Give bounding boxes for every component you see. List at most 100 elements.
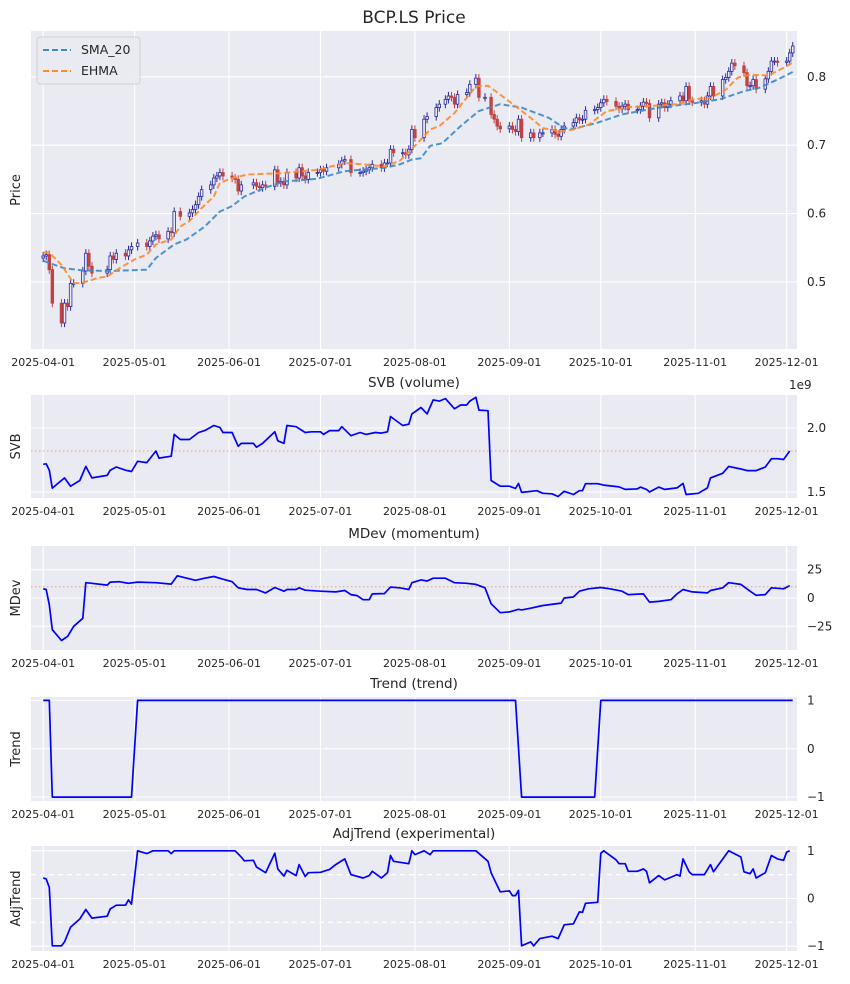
candlestick	[498, 121, 502, 133]
candlestick	[111, 251, 115, 264]
candlestick	[126, 245, 131, 261]
candlestick	[580, 115, 585, 125]
candlestick	[791, 41, 795, 57]
candle-body-up	[44, 254, 48, 257]
candle-body-down	[647, 103, 652, 119]
candlestick	[434, 103, 438, 121]
x-tick-label: 2025-12-01	[755, 958, 819, 971]
candlestick	[507, 121, 512, 133]
candle-body-up	[190, 209, 195, 214]
y-tick-label: 2.0	[807, 421, 826, 435]
x-tick-label: 2025-05-01	[103, 657, 167, 670]
candle-body-down	[687, 85, 691, 102]
candlestick	[599, 98, 603, 112]
x-tick-label: 2025-08-01	[383, 657, 447, 670]
candlestick	[388, 145, 393, 168]
candle-body-up	[483, 96, 487, 99]
candlestick	[178, 207, 182, 221]
candle-body-down	[123, 252, 128, 257]
candlestick	[212, 173, 216, 189]
candle-body-up	[602, 98, 606, 104]
candle-body-down	[254, 182, 259, 187]
x-tick-label: 2025-09-01	[477, 657, 541, 670]
y-axis-label: Trend	[9, 731, 24, 768]
candlestick	[787, 48, 792, 66]
candle-body-down	[498, 125, 502, 130]
candle-body-down	[614, 101, 618, 107]
candlestick	[513, 125, 518, 136]
candle-body-up	[730, 62, 734, 72]
candlestick	[556, 130, 560, 141]
adjtrend-panel: 2025-04-01 2025-05-01 2025-06-01 2025-07-01…	[9, 826, 825, 971]
candle-body-down	[263, 184, 268, 187]
candlestick	[263, 180, 268, 191]
candlestick	[656, 100, 661, 122]
candlestick	[583, 106, 588, 124]
mdev-panel: 2025-04-01 2025-05-01 2025-06-01 2025-07-01…	[9, 526, 832, 670]
candle-body-up	[784, 60, 789, 63]
candle-body-down	[87, 252, 91, 267]
x-tick-label: 2025-04-01	[11, 808, 75, 821]
candle-body-down	[178, 211, 182, 217]
x-tick-label: 2025-12-01	[755, 808, 819, 821]
candle-body-down	[495, 118, 499, 127]
candle-body-down	[532, 132, 536, 139]
x-tick-label: 2025-05-01	[103, 505, 167, 518]
candle-body-up	[199, 189, 204, 197]
candle-body-up	[209, 184, 213, 191]
x-tick-label: 2025-11-01	[663, 356, 727, 369]
candlestick	[602, 95, 606, 107]
candle-body-down	[111, 255, 115, 260]
panel-title: SVB (volume)	[368, 375, 460, 391]
candle-body-up	[114, 252, 119, 260]
y-tick-label: 0	[807, 892, 815, 906]
candle-body-up	[635, 109, 640, 112]
candle-body-up	[748, 85, 752, 88]
plot-background	[31, 395, 797, 498]
candlestick	[538, 128, 542, 142]
candle-body-up	[215, 175, 219, 179]
y-axis-label: AdjTrend	[9, 870, 24, 926]
x-tick-label: 2025-05-01	[103, 808, 167, 821]
x-tick-label: 2025-04-01	[11, 657, 75, 670]
candlestick	[84, 249, 88, 276]
candlestick	[187, 208, 192, 221]
candle-body-down	[349, 159, 353, 173]
candlestick	[218, 168, 222, 181]
candlestick	[157, 230, 161, 243]
candlestick	[574, 113, 579, 127]
x-tick-label: 2025-07-01	[288, 356, 352, 369]
candle-body-up	[239, 184, 243, 192]
candle-body-up	[507, 125, 512, 130]
candlestick	[742, 61, 746, 77]
x-tick-label: 2025-06-01	[197, 356, 261, 369]
candle-body-up	[172, 211, 176, 234]
x-tick-label: 2025-05-01	[103, 356, 167, 369]
candlestick	[148, 236, 152, 251]
candlestick	[623, 100, 627, 111]
candle-body-up	[401, 152, 405, 155]
candlestick	[251, 178, 256, 189]
candle-body-up	[446, 95, 451, 100]
candlestick	[443, 95, 448, 109]
panel-title: BCP.LS Price	[362, 8, 465, 28]
sma-20-line	[42, 71, 794, 272]
candlestick	[647, 99, 652, 122]
candle-body-up	[571, 122, 576, 127]
legend-box	[36, 36, 141, 85]
candlestick	[349, 155, 353, 177]
candlestick	[199, 185, 204, 201]
y-tick-label: 1	[807, 693, 815, 707]
x-tick-label: 2025-10-01	[569, 958, 633, 971]
y-tick-label: 0.6	[807, 207, 826, 221]
candle-body-down	[711, 85, 716, 97]
candle-body-up	[324, 167, 329, 172]
mdev-line	[43, 574, 791, 642]
candlestick	[449, 91, 454, 102]
candlestick	[577, 113, 582, 125]
x-tick-label: 2025-08-01	[383, 808, 447, 821]
candle-body-down	[492, 114, 496, 120]
candlestick	[129, 242, 134, 254]
candlestick	[592, 105, 597, 115]
x-tick-label: 2025-04-01	[11, 505, 75, 518]
